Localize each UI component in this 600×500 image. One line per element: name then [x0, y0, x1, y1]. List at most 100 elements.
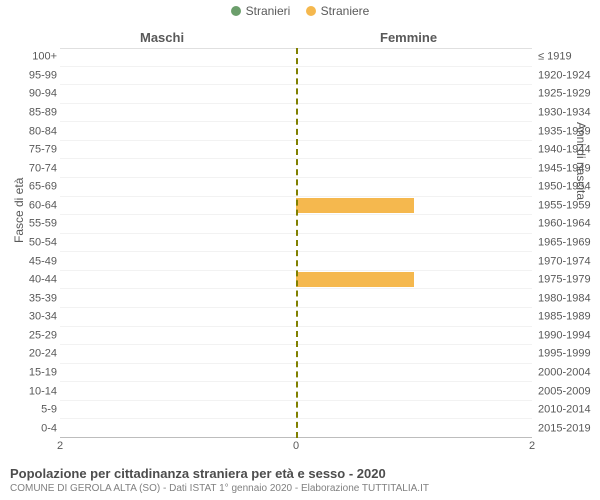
legend-dot-male [231, 6, 241, 16]
chart-container: Stranieri Straniere Maschi Femmine Fasce… [0, 0, 600, 500]
female-row [296, 382, 532, 401]
male-row [60, 327, 296, 346]
x-tick: 0 [293, 440, 299, 452]
female-row [296, 159, 532, 178]
age-label: 35-39 [0, 293, 57, 304]
age-label: 55-59 [0, 219, 57, 230]
column-header-male: Maschi [140, 30, 184, 45]
male-row [60, 345, 296, 364]
male-row [60, 252, 296, 271]
age-label: 25-29 [0, 330, 57, 341]
male-row [60, 178, 296, 197]
male-row [60, 308, 296, 327]
age-label: 30-34 [0, 312, 57, 323]
female-row [296, 141, 532, 160]
birth-label: 1965-1969 [538, 237, 600, 248]
y-axis-labels-age: 100+ 95-99 90-94 85-89 80-84 75-79 70-74 65-69 6… [0, 48, 57, 438]
age-label: 40-44 [0, 275, 57, 286]
birth-label: 1920-1924 [538, 70, 600, 81]
male-row [60, 382, 296, 401]
age-label: 65-69 [0, 182, 57, 193]
birth-label: 1970-1974 [538, 256, 600, 267]
female-row [296, 234, 532, 253]
female-row [296, 252, 532, 271]
male-row [60, 122, 296, 141]
female-row [296, 85, 532, 104]
female-row [296, 67, 532, 86]
male-row [60, 215, 296, 234]
birth-label: 1985-1989 [538, 312, 600, 323]
age-label: 60-64 [0, 200, 57, 211]
y-axis-labels-birth: ≤ 1919 1920-1924 1925-1929 1930-1934 1935-19… [538, 48, 600, 438]
male-half [60, 48, 296, 438]
female-row [296, 178, 532, 197]
male-row [60, 67, 296, 86]
zero-line [296, 48, 298, 438]
birth-label: 1990-1994 [538, 330, 600, 341]
female-row [296, 401, 532, 420]
female-row [296, 48, 532, 67]
male-row [60, 401, 296, 420]
female-bar [296, 272, 414, 288]
birth-label: 1975-1979 [538, 275, 600, 286]
age-label: 85-89 [0, 107, 57, 118]
female-row [296, 215, 532, 234]
female-row [296, 308, 532, 327]
age-label: 100+ [0, 52, 57, 63]
female-row [296, 327, 532, 346]
male-row [60, 289, 296, 308]
birth-label: 1940-1944 [538, 145, 600, 156]
birth-label: ≤ 1919 [538, 52, 600, 63]
female-row [296, 364, 532, 383]
age-label: 45-49 [0, 256, 57, 267]
female-bar [296, 198, 414, 214]
male-row [60, 104, 296, 123]
legend-item-female: Straniere [306, 4, 370, 18]
birth-label: 1960-1964 [538, 219, 600, 230]
birth-label: 1930-1934 [538, 107, 600, 118]
birth-label: 1995-1999 [538, 349, 600, 360]
female-row [296, 419, 532, 438]
birth-label: 1980-1984 [538, 293, 600, 304]
male-row [60, 141, 296, 160]
male-row [60, 234, 296, 253]
birth-label: 2010-2014 [538, 405, 600, 416]
chart-title: Popolazione per cittadinanza straniera p… [10, 466, 590, 481]
birth-label: 1935-1939 [538, 126, 600, 137]
female-half [296, 48, 532, 438]
age-label: 95-99 [0, 70, 57, 81]
age-label: 90-94 [0, 89, 57, 100]
female-row [296, 271, 532, 290]
male-row [60, 419, 296, 438]
age-label: 50-54 [0, 237, 57, 248]
x-tick: 2 [529, 440, 535, 452]
age-label: 15-19 [0, 367, 57, 378]
legend-label-female: Straniere [321, 4, 370, 18]
age-label: 70-74 [0, 163, 57, 174]
chart-footer: Popolazione per cittadinanza straniera p… [10, 466, 590, 494]
legend-label-male: Stranieri [246, 4, 291, 18]
column-header-female: Femmine [380, 30, 437, 45]
legend-item-male: Stranieri [231, 4, 291, 18]
birth-label: 1945-1949 [538, 163, 600, 174]
legend: Stranieri Straniere [0, 4, 600, 19]
age-label: 80-84 [0, 126, 57, 137]
age-label: 10-14 [0, 386, 57, 397]
male-row [60, 271, 296, 290]
female-row [296, 122, 532, 141]
birth-label: 1955-1959 [538, 200, 600, 211]
birth-label: 2005-2009 [538, 386, 600, 397]
age-label: 0-4 [0, 423, 57, 434]
legend-dot-female [306, 6, 316, 16]
female-row [296, 104, 532, 123]
male-row [60, 48, 296, 67]
age-label: 5-9 [0, 405, 57, 416]
birth-label: 1950-1954 [538, 182, 600, 193]
female-row [296, 197, 532, 216]
birth-label: 1925-1929 [538, 89, 600, 100]
male-row [60, 197, 296, 216]
age-label: 20-24 [0, 349, 57, 360]
age-label: 75-79 [0, 145, 57, 156]
x-tick: 2 [57, 440, 63, 452]
pyramid-chart [60, 48, 532, 438]
